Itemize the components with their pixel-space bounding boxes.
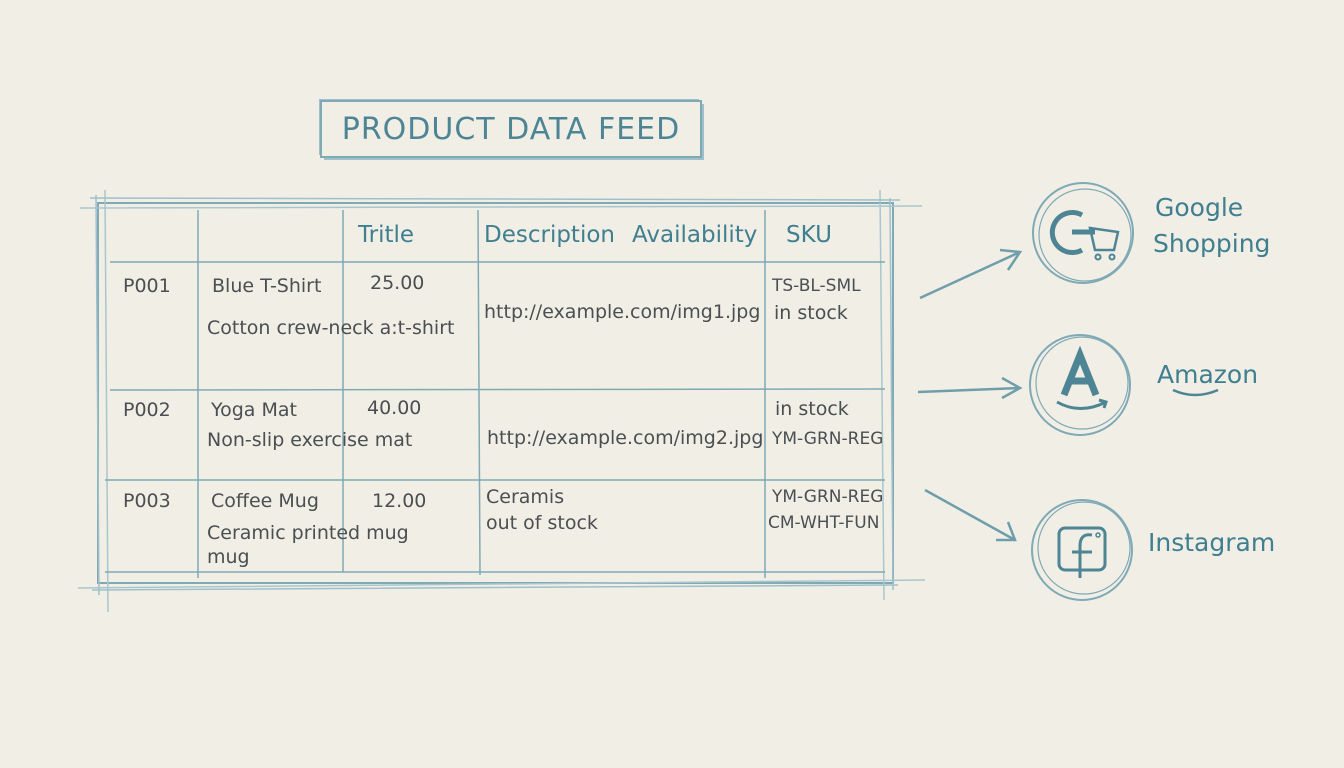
row2-name: Yoga Mat [211, 399, 297, 421]
row2-id: P002 [123, 399, 171, 421]
facebook-icon [1057, 526, 1107, 578]
row3-image: Ceramis [486, 486, 565, 508]
amazon-icon [1056, 345, 1108, 410]
header-description: Description [484, 222, 615, 248]
table-grid [105, 209, 886, 578]
channel-google-line1: Google [1155, 193, 1244, 222]
row1-price: 25.00 [370, 272, 425, 294]
channel-instagram: Instagram [1148, 528, 1276, 557]
row3-price: 12.00 [372, 490, 427, 512]
row2-desc: Non-slip exercise mat [207, 429, 413, 451]
row3-desc: Ceramic printed mug [207, 522, 409, 544]
row3-desc-cont: mug [207, 546, 250, 568]
google-shopping-cart-icon [1049, 210, 1120, 261]
header-title: Tritle [358, 222, 415, 248]
header-sku: SKU [786, 222, 832, 248]
row3-name: Coffee Mug [211, 490, 319, 512]
channel-google-line2: Shopping [1153, 229, 1271, 258]
row2-sku: YM-GRN-REG [772, 429, 884, 449]
table-border [77, 189, 926, 613]
row1-image: http://example.com/img1.jpg [484, 301, 761, 323]
row1-id: P001 [123, 275, 171, 297]
row3-sku-1: YM-GRN-REG [772, 487, 884, 507]
row1-availability: in stock [774, 302, 848, 324]
row1-name: Blue T-Shirt [212, 275, 322, 297]
row2-availability: in stock [775, 398, 849, 420]
arrows [917, 248, 1023, 542]
row2-image: http://example.com/img2.jpg [487, 427, 764, 449]
header-availability: Availability [632, 222, 758, 248]
channel-circles [1029, 182, 1134, 601]
row2-price: 40.00 [367, 397, 422, 419]
page-title: PRODUCT DATA FEED [320, 100, 702, 158]
channel-amazon: Amazon [1157, 360, 1259, 389]
row1-sku: TS-BL-SML [772, 276, 861, 296]
row3-sku-2: CM-WHT-FUN [768, 513, 880, 533]
row3-id: P003 [123, 490, 171, 512]
row1-desc: Cotton crew-neck a:t-shirt [207, 317, 455, 339]
row3-availability: out of stock [486, 512, 598, 534]
